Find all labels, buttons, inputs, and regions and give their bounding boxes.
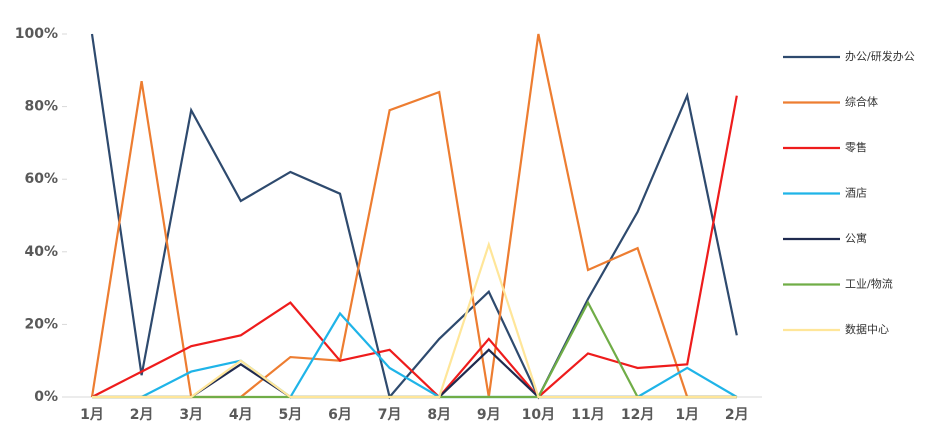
y-tick-label: 0% <box>34 389 58 405</box>
x-tick-label: 5月 <box>279 407 303 423</box>
x-tick-label: 7月 <box>378 407 402 423</box>
y-tick-label: 20% <box>24 316 58 332</box>
y-tick-label: 80% <box>24 99 58 115</box>
legend-label: 酒店 <box>845 186 867 200</box>
x-tick-label: 3月 <box>179 407 203 423</box>
legend-label: 公寓 <box>845 231 867 245</box>
x-tick-label: 9月 <box>477 407 501 423</box>
series-line <box>90 33 737 399</box>
x-tick-label: 6月 <box>328 407 352 423</box>
x-tick-label: 2月 <box>130 407 154 423</box>
x-tick-label: 2月 <box>725 407 749 423</box>
legend-label: 零售 <box>845 140 867 154</box>
x-tick-label: 11月 <box>571 407 604 423</box>
x-tick-label: 4月 <box>229 407 253 423</box>
y-tick-label: 40% <box>24 244 58 260</box>
y-tick-label: 60% <box>24 171 58 187</box>
x-tick-label: 1月 <box>80 407 104 423</box>
y-tick-label: 100% <box>15 26 58 42</box>
series-line <box>141 311 738 399</box>
series-line <box>91 95 738 399</box>
legend-label: 综合体 <box>845 95 878 109</box>
series-line <box>90 33 738 400</box>
x-tick-label: 1月 <box>675 407 699 423</box>
legend-label: 办公/研发办公 <box>845 49 915 63</box>
series-line <box>92 240 737 399</box>
x-tick-label: 10月 <box>522 407 555 423</box>
legend-label: 工业/物流 <box>845 277 893 291</box>
legend-label: 数据中心 <box>845 322 889 336</box>
x-tick-label: 12月 <box>621 407 654 423</box>
x-tick-label: 8月 <box>427 407 451 423</box>
